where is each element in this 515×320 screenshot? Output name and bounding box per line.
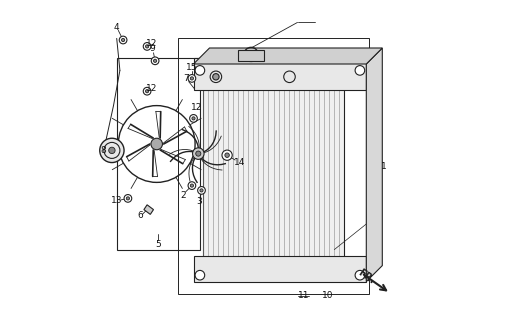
Text: 6: 6 [137, 212, 143, 220]
Bar [194, 58, 366, 90]
Circle shape [126, 197, 129, 200]
Circle shape [225, 153, 229, 157]
Circle shape [195, 66, 204, 75]
Circle shape [192, 117, 195, 120]
Text: 8: 8 [100, 146, 106, 155]
Text: 12: 12 [146, 84, 157, 93]
Circle shape [153, 59, 157, 62]
Text: 10: 10 [322, 292, 334, 300]
Text: 12: 12 [146, 39, 157, 48]
Circle shape [122, 38, 125, 42]
Circle shape [146, 90, 149, 93]
Circle shape [200, 189, 203, 192]
Circle shape [151, 57, 159, 65]
Circle shape [188, 75, 196, 82]
Circle shape [188, 182, 196, 189]
Bar [117, 58, 200, 250]
Text: 11: 11 [298, 292, 310, 300]
Circle shape [143, 87, 151, 95]
Circle shape [191, 77, 194, 80]
Circle shape [196, 151, 201, 156]
Text: 7: 7 [183, 74, 190, 83]
Circle shape [191, 184, 194, 187]
Circle shape [119, 36, 127, 44]
Text: 12: 12 [191, 103, 202, 112]
Text: 3: 3 [196, 197, 202, 206]
Text: FR.: FR. [356, 268, 376, 286]
Circle shape [109, 147, 115, 154]
Bar [194, 256, 366, 282]
Circle shape [124, 195, 132, 202]
Circle shape [195, 270, 204, 280]
Text: 2: 2 [180, 191, 186, 200]
Polygon shape [366, 48, 382, 282]
Circle shape [143, 43, 151, 50]
Circle shape [222, 150, 232, 160]
Text: 15: 15 [186, 63, 198, 72]
Bar [178, 38, 369, 294]
Circle shape [355, 66, 365, 75]
Circle shape [193, 148, 204, 159]
Circle shape [213, 74, 219, 80]
Polygon shape [144, 205, 153, 214]
Text: 9: 9 [150, 44, 156, 53]
Circle shape [100, 138, 124, 163]
Circle shape [151, 138, 162, 150]
Bar [238, 50, 264, 61]
Text: 5: 5 [156, 240, 161, 249]
Circle shape [146, 45, 149, 48]
Text: 4: 4 [113, 23, 119, 32]
Polygon shape [194, 48, 382, 64]
Text: 1: 1 [381, 162, 387, 171]
Bar [203, 77, 344, 269]
Text: 13: 13 [111, 196, 123, 204]
Circle shape [198, 187, 205, 194]
Text: 14: 14 [234, 158, 245, 167]
Circle shape [355, 270, 365, 280]
Circle shape [190, 115, 197, 122]
